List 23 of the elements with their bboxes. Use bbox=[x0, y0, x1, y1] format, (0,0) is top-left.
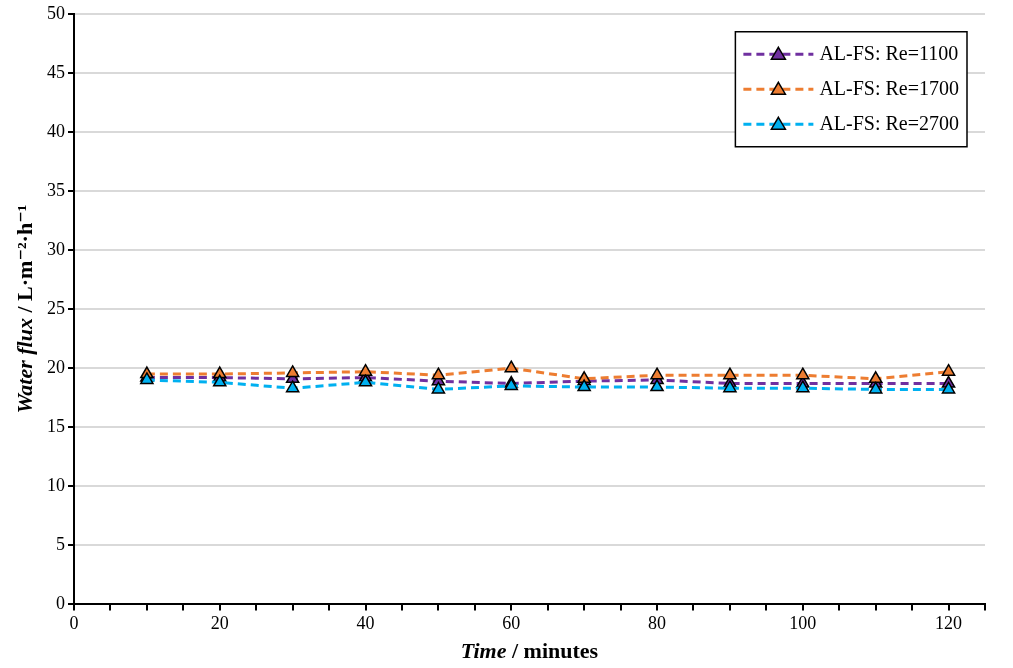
x-tick-label: 80 bbox=[648, 612, 667, 633]
y-tick-label: 15 bbox=[47, 415, 65, 436]
legend-label: AL-FS: Re=1100 bbox=[819, 41, 959, 64]
x-tick-label: 60 bbox=[502, 612, 521, 633]
legend-label: AL-FS: Re=2700 bbox=[819, 111, 960, 134]
y-tick-label: 40 bbox=[47, 120, 65, 141]
x-tick-label: 0 bbox=[69, 612, 79, 633]
y-tick-label: 45 bbox=[47, 61, 65, 82]
legend-label: AL-FS: Re=1700 bbox=[819, 76, 960, 99]
x-axis-title: Time / minutes bbox=[460, 637, 599, 663]
y-tick-label: 5 bbox=[56, 534, 65, 555]
y-tick-label: 25 bbox=[47, 297, 65, 318]
x-tick-label: 40 bbox=[356, 612, 375, 633]
y-tick-label: 0 bbox=[56, 593, 65, 614]
x-tick-label: 100 bbox=[789, 612, 817, 633]
y-tick-label: 10 bbox=[47, 475, 65, 496]
x-tick-label: 20 bbox=[210, 612, 229, 633]
y-tick-label: 50 bbox=[47, 2, 65, 23]
y-axis-title: Water flux / L·m⁻²·h⁻¹ bbox=[11, 204, 37, 414]
y-tick-label: 20 bbox=[47, 356, 65, 377]
x-tick-label: 120 bbox=[935, 612, 963, 633]
y-tick-label: 35 bbox=[47, 179, 65, 200]
y-tick-label: 30 bbox=[47, 238, 65, 259]
